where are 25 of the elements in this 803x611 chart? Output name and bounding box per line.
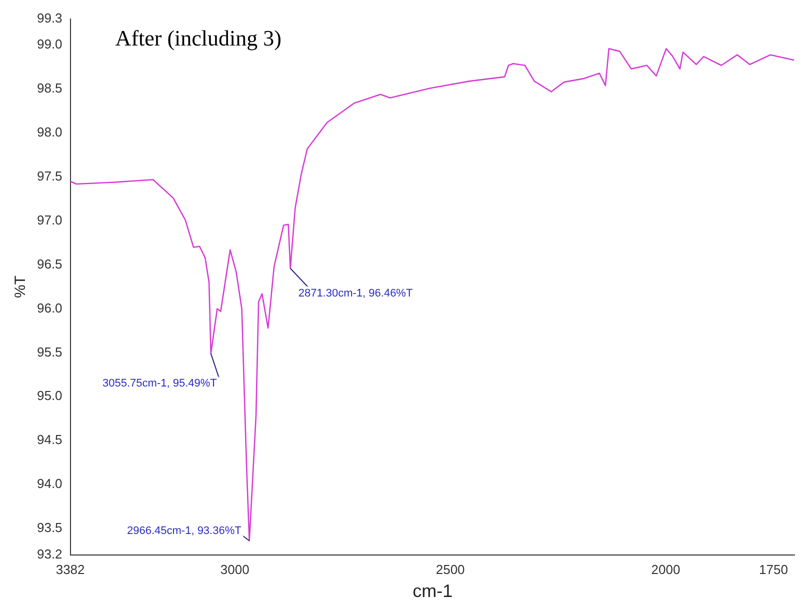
x-tick-label: 2000 [651,562,680,578]
y-tick-label: 97.0 [36,212,62,228]
x-tick-label: 3000 [220,562,250,578]
x-tick-label: 3382 [56,562,85,578]
y-tick-label: 96.5 [36,256,62,272]
y-tick-label: 98.0 [36,124,62,140]
y-tick-label: 98.5 [36,80,62,96]
y-axis-title: %T [12,276,30,298]
y-tick-label: 99.0 [36,36,62,52]
chart-title: After (including 3) [115,26,282,51]
y-tick-label: 97.5 [36,168,62,184]
annotation: 2966.45cm-1, 93.36%T [127,524,242,537]
y-tick-label: 94.0 [36,476,62,492]
y-tick-label: 95.0 [36,388,62,404]
y-tick-label: 95.5 [36,344,62,360]
x-tick-label: 1750 [758,562,788,578]
annotation: 3055.75cm-1, 95.49%T [102,378,218,390]
y-tick-label: 93.5 [36,520,62,536]
y-tick-label: 96.0 [36,300,62,316]
y-tick-label: 99.3 [36,10,62,26]
annotation: 2871.30cm-1, 96.46%T [298,287,413,300]
x-tick-label: 2500 [436,562,465,578]
x-axis-title: cm-1 [412,581,453,602]
y-tick-label: 94.5 [36,432,62,448]
y-tick-label: 93.2 [36,546,62,562]
